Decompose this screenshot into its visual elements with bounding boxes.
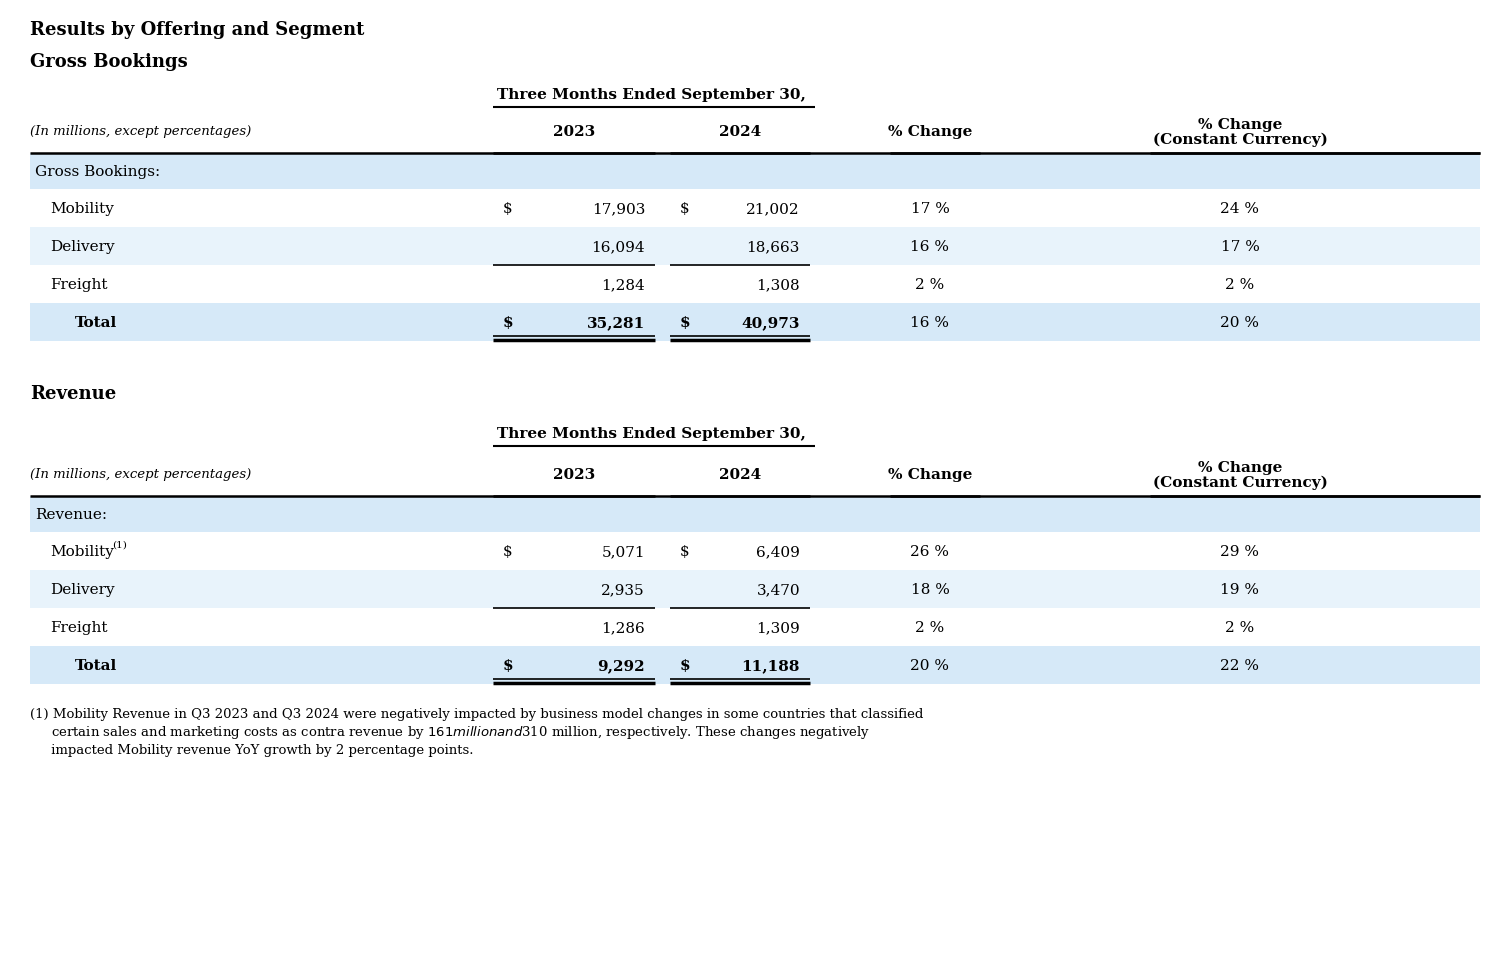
Text: $: $	[503, 202, 513, 216]
Text: 17 %: 17 %	[1220, 239, 1259, 254]
Text: % Change: % Change	[888, 467, 972, 482]
Bar	[30, 609, 1480, 646]
Text: certain sales and marketing costs as contra revenue by $161 million and $310 mil: certain sales and marketing costs as con…	[30, 724, 871, 740]
Bar	[30, 190, 1480, 228]
Text: Revenue:: Revenue:	[35, 508, 107, 521]
Text: Gross Bookings: Gross Bookings	[30, 53, 187, 71]
Text: 1,286: 1,286	[602, 620, 646, 635]
Text: 2023: 2023	[553, 125, 596, 139]
Text: 22 %: 22 %	[1220, 658, 1259, 672]
Text: 20 %: 20 %	[910, 658, 950, 672]
Text: 24 %: 24 %	[1220, 202, 1259, 216]
Text: 1,309: 1,309	[756, 620, 800, 635]
Text: 2 %: 2 %	[1225, 620, 1255, 635]
Text: 40,973: 40,973	[741, 316, 800, 329]
Text: (Constant Currency): (Constant Currency)	[1152, 133, 1328, 147]
Text: Mobility: Mobility	[50, 202, 113, 216]
Text: 2023: 2023	[553, 467, 596, 482]
Text: 17,903: 17,903	[591, 202, 646, 216]
Text: 9,292: 9,292	[597, 658, 646, 672]
Text: 6,409: 6,409	[756, 545, 800, 558]
Text: $: $	[503, 316, 514, 329]
Text: 19 %: 19 %	[1220, 582, 1259, 596]
Text: Results by Offering and Segment: Results by Offering and Segment	[30, 21, 364, 39]
Text: 26 %: 26 %	[910, 545, 950, 558]
Text: 16 %: 16 %	[910, 316, 950, 329]
Text: (1): (1)	[112, 540, 127, 548]
Text: Three Months Ended September 30,: Three Months Ended September 30,	[497, 426, 806, 441]
Text: $: $	[680, 658, 691, 672]
Bar	[30, 228, 1480, 266]
Text: 16 %: 16 %	[910, 239, 950, 254]
Text: (In millions, except percentages): (In millions, except percentages)	[30, 125, 251, 139]
Text: Gross Bookings:: Gross Bookings:	[35, 165, 160, 179]
Text: 3,470: 3,470	[756, 582, 800, 596]
Text: 2,935: 2,935	[602, 582, 646, 596]
Text: (Constant Currency): (Constant Currency)	[1152, 476, 1328, 489]
Text: 2 %: 2 %	[1225, 278, 1255, 292]
Text: $: $	[503, 545, 513, 558]
Bar	[30, 496, 1480, 532]
Text: 2 %: 2 %	[915, 278, 945, 292]
Bar	[30, 303, 1480, 342]
Text: 17 %: 17 %	[910, 202, 950, 216]
Text: $: $	[680, 316, 691, 329]
Text: 18,663: 18,663	[747, 239, 800, 254]
Text: Mobility: Mobility	[50, 545, 113, 558]
Bar	[30, 571, 1480, 609]
Text: (1) Mobility Revenue in Q3 2023 and Q3 2024 were negatively impacted by business: (1) Mobility Revenue in Q3 2023 and Q3 2…	[30, 707, 924, 721]
Text: 20 %: 20 %	[1220, 316, 1259, 329]
Text: impacted Mobility revenue YoY growth by 2 percentage points.: impacted Mobility revenue YoY growth by …	[30, 744, 473, 757]
Bar	[30, 266, 1480, 303]
Bar	[30, 154, 1480, 190]
Text: 1,284: 1,284	[602, 278, 646, 292]
Bar	[30, 532, 1480, 571]
Text: Freight: Freight	[50, 620, 107, 635]
Text: 2024: 2024	[718, 467, 761, 482]
Text: 2024: 2024	[718, 125, 761, 139]
Text: % Change: % Change	[1198, 118, 1282, 132]
Text: $: $	[503, 658, 514, 672]
Text: Total: Total	[76, 658, 118, 672]
Text: 16,094: 16,094	[591, 239, 646, 254]
Text: Revenue: Revenue	[30, 385, 116, 402]
Text: (In millions, except percentages): (In millions, except percentages)	[30, 468, 251, 481]
Bar	[30, 646, 1480, 684]
Text: % Change: % Change	[1198, 460, 1282, 475]
Text: $: $	[680, 545, 689, 558]
Text: Freight: Freight	[50, 278, 107, 292]
Text: % Change: % Change	[888, 125, 972, 139]
Text: Delivery: Delivery	[50, 582, 115, 596]
Text: 21,002: 21,002	[747, 202, 800, 216]
Text: $: $	[680, 202, 689, 216]
Text: 29 %: 29 %	[1220, 545, 1259, 558]
Text: Delivery: Delivery	[50, 239, 115, 254]
Text: 1,308: 1,308	[756, 278, 800, 292]
Text: Three Months Ended September 30,: Three Months Ended September 30,	[497, 88, 806, 102]
Text: 5,071: 5,071	[602, 545, 646, 558]
Text: 35,281: 35,281	[587, 316, 646, 329]
Text: 11,188: 11,188	[741, 658, 800, 672]
Text: 18 %: 18 %	[910, 582, 950, 596]
Text: 2 %: 2 %	[915, 620, 945, 635]
Text: Total: Total	[76, 316, 118, 329]
